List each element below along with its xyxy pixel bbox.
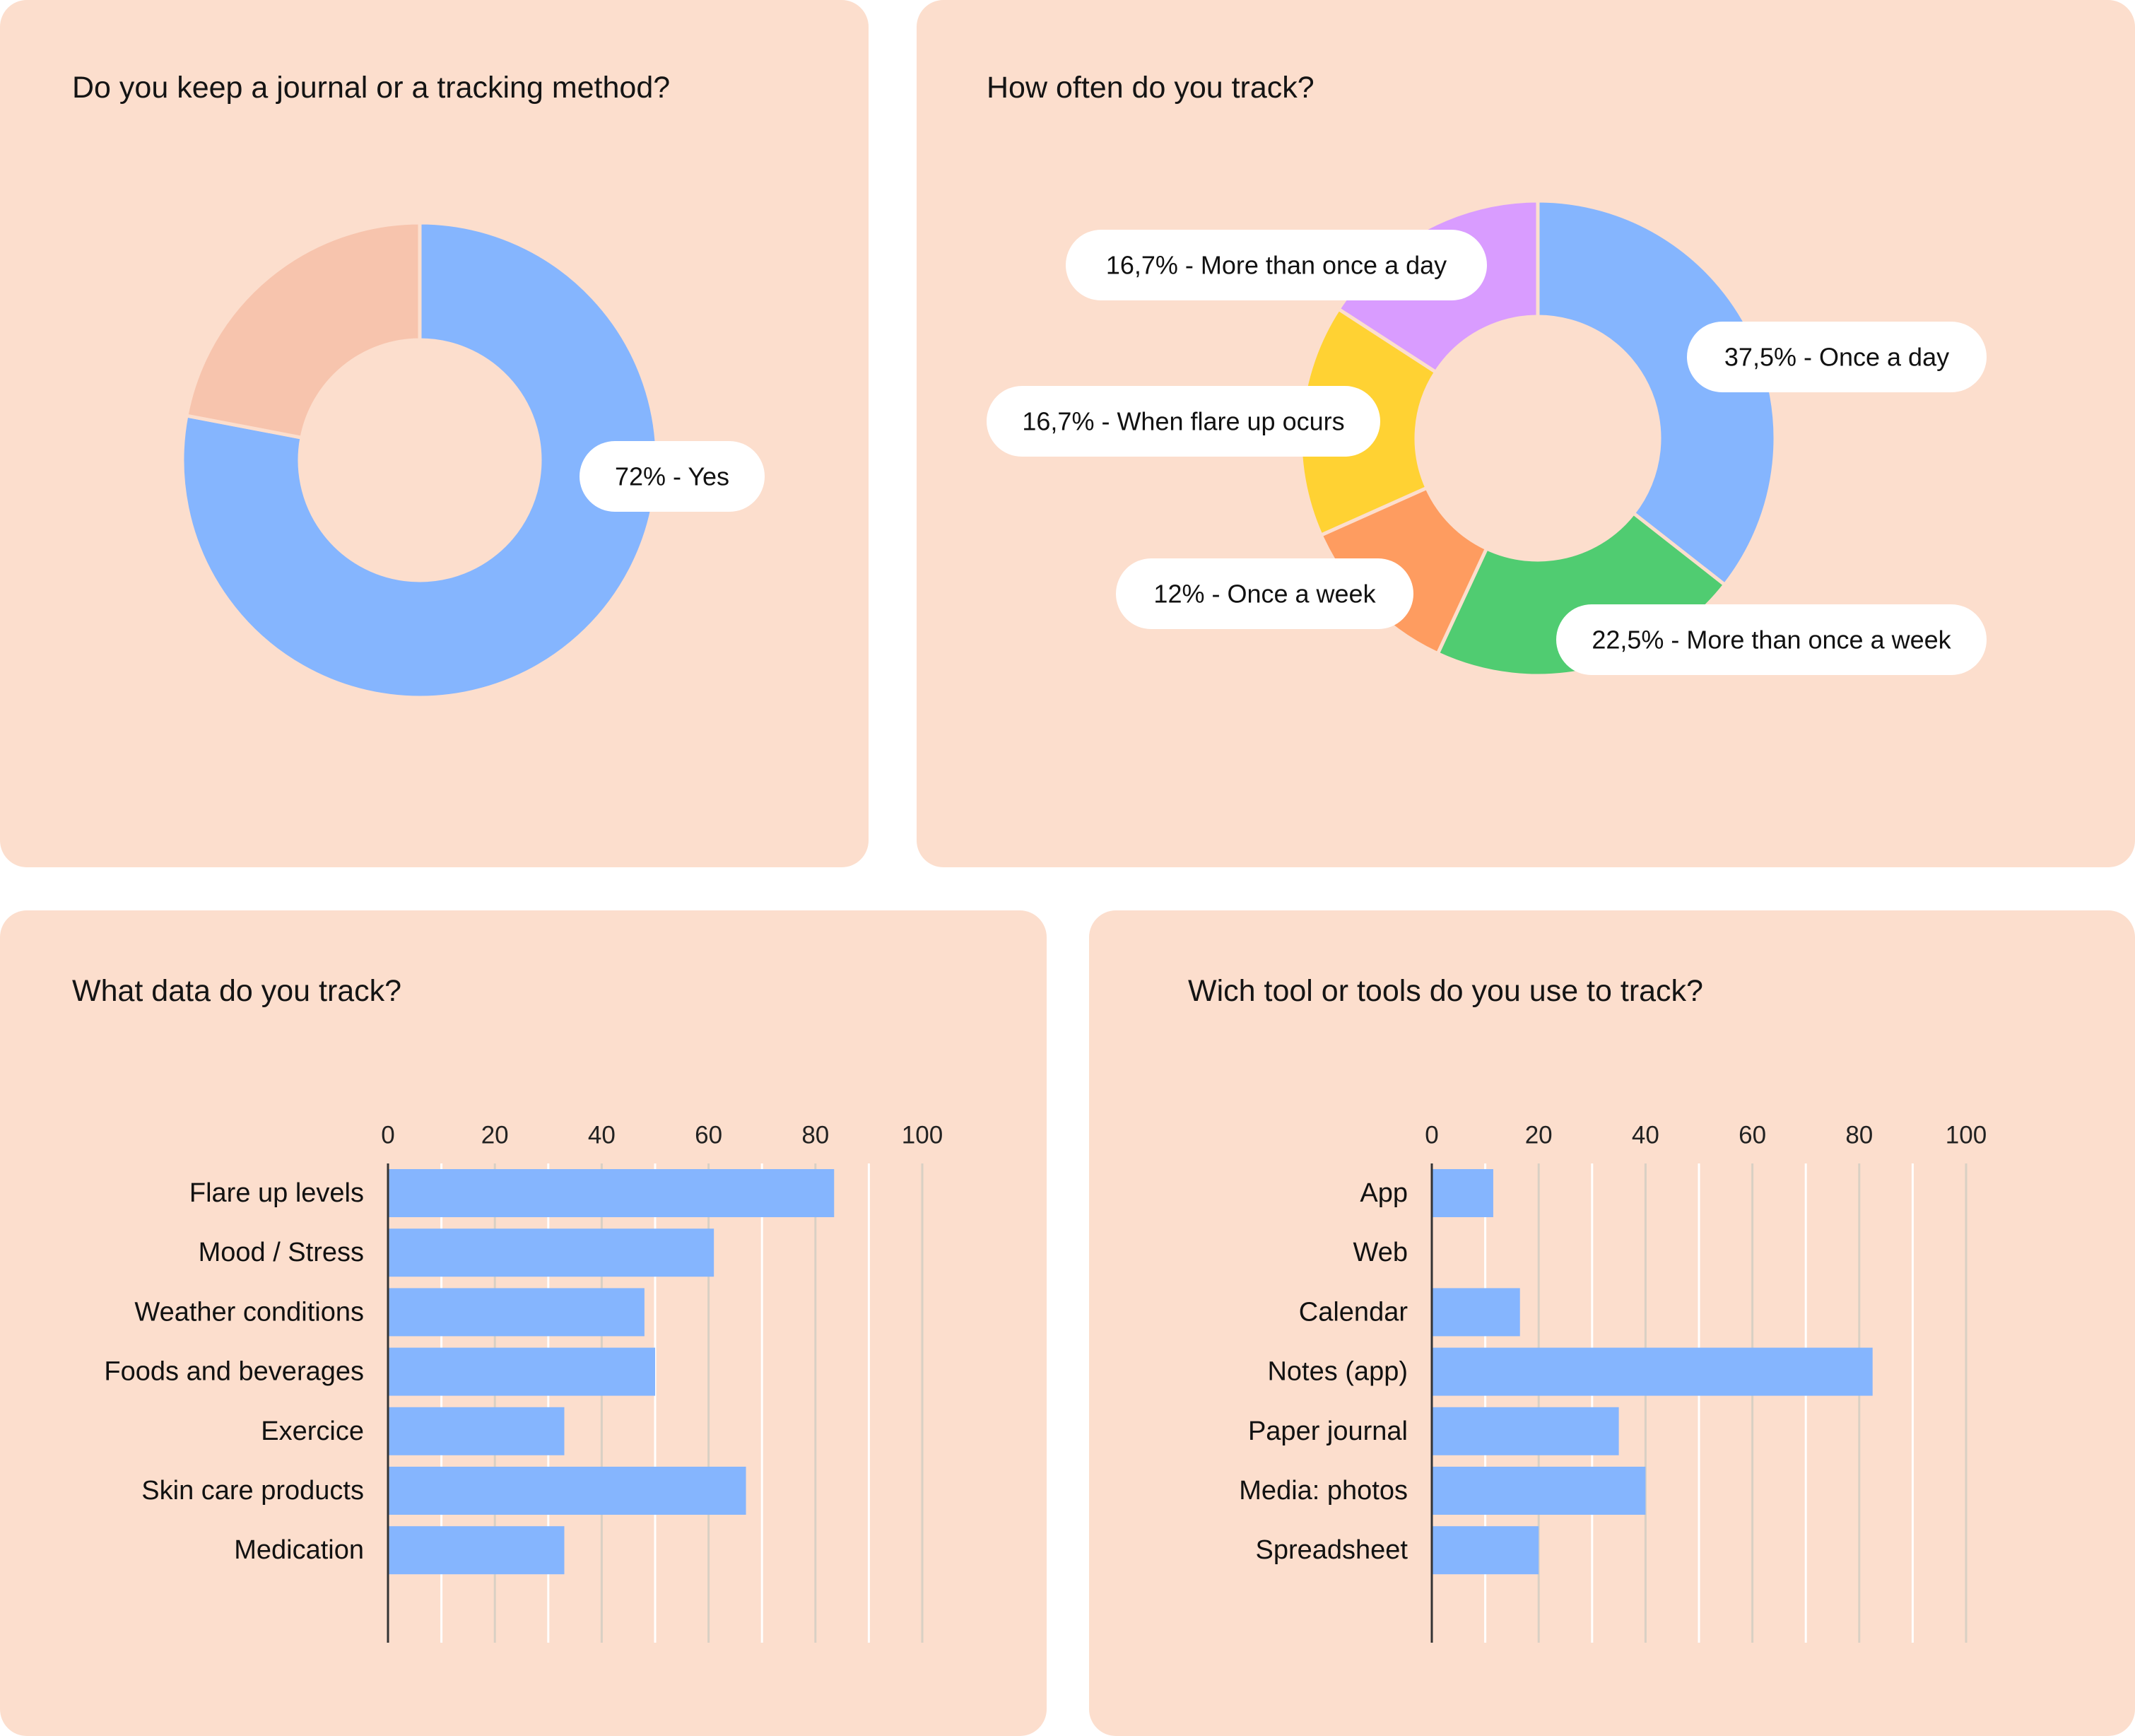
- category-label: Medication: [234, 1535, 364, 1565]
- chart-title: What data do you track?: [72, 974, 402, 1008]
- chart-title: Wich tool or tools do you use to track?: [1188, 974, 1703, 1008]
- category-label: Skin care products: [141, 1476, 364, 1506]
- bar-foods-and-beverages: [388, 1347, 655, 1396]
- bar-exercice: [388, 1407, 565, 1455]
- data-label-text: 72% - Yes: [615, 462, 729, 491]
- slice-remainder: [184, 221, 422, 440]
- card-frequency: How often do you track? 37,5% - Once a d…: [917, 0, 2135, 867]
- bar-notes-app: [1432, 1347, 1873, 1396]
- x-tick-label: 40: [588, 1122, 616, 1149]
- x-tick-label: 60: [695, 1122, 722, 1149]
- category-label: Media: photos: [1239, 1476, 1408, 1506]
- bar-skin-care-products: [388, 1467, 746, 1515]
- x-tick-label: 40: [1632, 1122, 1659, 1149]
- data-label-text: 22,5% - More than once a week: [1592, 626, 1951, 655]
- data-label-text: 16,7% - When flare up ocurs: [1022, 407, 1344, 436]
- bar-chart-data-tracked: 0 20 40 60 80 100 Flare up levels Mood / Stress…: [104, 1122, 943, 1643]
- bar-app: [1432, 1169, 1493, 1217]
- category-label: Paper journal: [1248, 1417, 1408, 1446]
- x-tick-label: 100: [1946, 1122, 1987, 1149]
- data-label-12-once-a-week: 12% - Once a week: [1116, 558, 1413, 629]
- data-label-text: 16,7% - More than once a day: [1106, 251, 1447, 280]
- x-tick-label: 80: [1845, 1122, 1873, 1149]
- card-tools: Wich tool or tools do you use to track? …: [1089, 910, 2135, 1736]
- category-label: Calendar: [1299, 1297, 1408, 1327]
- category-label: Spreadsheet: [1256, 1535, 1408, 1565]
- x-tick-label: 0: [381, 1122, 394, 1149]
- category-label: Flare up levels: [189, 1178, 364, 1208]
- x-tick-label: 60: [1739, 1122, 1766, 1149]
- donut-chart-frequency: 37,5% - Once a day 22,5% - More than once…: [987, 199, 1987, 678]
- x-tick-label: 0: [1425, 1122, 1438, 1149]
- category-label: Weather conditions: [134, 1297, 364, 1327]
- data-label-16-7-more-than-once-a-day: 16,7% - More than once a day: [1066, 230, 1487, 300]
- chart-title: Do you keep a journal or a tracking meth…: [72, 71, 671, 105]
- x-tick-label: 80: [801, 1122, 829, 1149]
- category-label: Web: [1353, 1238, 1408, 1267]
- category-label: Notes (app): [1267, 1357, 1408, 1387]
- x-tick-label: 100: [902, 1122, 943, 1149]
- category-label: Foods and beverages: [104, 1357, 364, 1387]
- bar-chart-tools: 0 20 40 60 80 100 App Web Calendar Notes (app) Pap…: [1239, 1122, 1987, 1643]
- card-data-tracked: What data do you track? 0 20 40 60 80 100 Flar…: [0, 910, 1047, 1736]
- bar-spreadsheet: [1432, 1526, 1539, 1575]
- category-label: Mood / Stress: [199, 1238, 364, 1267]
- x-tick-label: 20: [1525, 1122, 1553, 1149]
- data-label-22-5-more-than-once-a-week: 22,5% - More than once a week: [1556, 604, 1987, 675]
- data-label-16-7-when-flare-up-ocurs: 16,7% - When flare up ocurs: [987, 386, 1380, 457]
- x-tick-label: 20: [481, 1122, 509, 1149]
- data-label-37-5-once-a-day: 37,5% - Once a day: [1687, 322, 1987, 392]
- slice-once-a-day: [1536, 199, 1777, 587]
- bar-weather-conditions: [388, 1288, 645, 1337]
- donut-chart-journal: 72% - Yes: [180, 221, 765, 700]
- chart-title: How often do you track?: [987, 71, 1314, 105]
- data-label-text: 12% - Once a week: [1153, 580, 1376, 609]
- data-label-72-yes: 72% - Yes: [580, 441, 765, 512]
- bar-medication: [388, 1526, 565, 1575]
- data-label-text: 37,5% - Once a day: [1724, 343, 1949, 372]
- bar-media-photos: [1432, 1467, 1646, 1515]
- bar-flare-up-levels: [388, 1169, 835, 1217]
- card-journal: Do you keep a journal or a tracking meth…: [0, 0, 869, 867]
- bar-calendar: [1432, 1288, 1520, 1337]
- category-label: Exercice: [261, 1417, 364, 1446]
- bar-paper-journal: [1432, 1407, 1619, 1455]
- category-label: App: [1360, 1178, 1408, 1208]
- slice-yes: [180, 221, 659, 700]
- bar-mood-stress: [388, 1228, 714, 1277]
